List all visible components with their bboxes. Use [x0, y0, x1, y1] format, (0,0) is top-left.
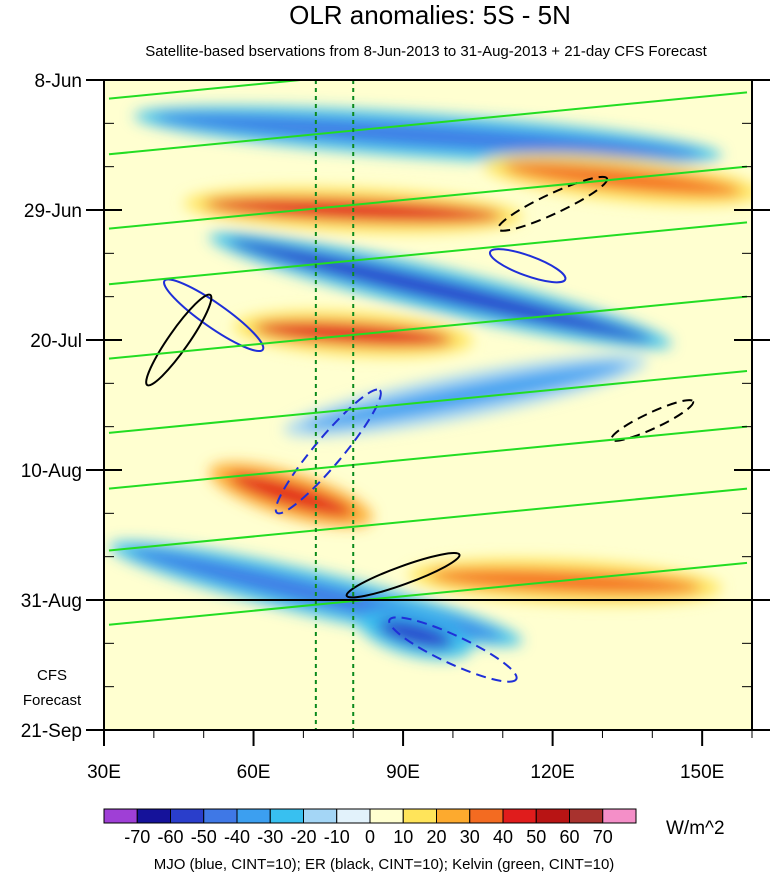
y-tick-label-5: 21-Sep — [21, 721, 82, 742]
colorbar-label-3: -40 — [224, 827, 250, 847]
cfs-forecast-label-2: Forecast — [23, 692, 82, 709]
x-tick-label-0: 30E — [87, 762, 121, 783]
kelvin-contour-0 — [108, 80, 311, 100]
colorbar-label-12: 50 — [526, 827, 546, 847]
kelvin-contour-4 — [108, 295, 748, 360]
er-contour-2 — [345, 552, 461, 599]
colorbar-swatch-8 — [369, 808, 404, 824]
contours-mjo — [163, 248, 567, 683]
er-contour-0 — [145, 293, 213, 387]
mjo-contour-3 — [388, 616, 518, 683]
kelvin-contour-1 — [108, 91, 748, 156]
colorbar-label-6: -10 — [324, 827, 350, 847]
colorbar-label-11: 40 — [493, 827, 513, 847]
colorbar-swatch-15 — [602, 808, 637, 824]
contours-er — [145, 175, 695, 599]
colorbar-swatch-1 — [136, 808, 171, 824]
plot-frame — [103, 79, 753, 731]
x-tick-label-4: 150E — [680, 762, 724, 783]
kelvin-contour-8 — [108, 561, 748, 626]
x-tick-label-2: 90E — [386, 762, 420, 783]
mjo-contour-0 — [163, 278, 265, 353]
mjo-contour-1 — [274, 388, 382, 515]
colorbar-swatch-9 — [402, 808, 437, 824]
anomaly-core-0 — [153, 114, 703, 158]
anomaly-core-9 — [378, 619, 454, 649]
colorbar-label-0: -70 — [124, 827, 150, 847]
colorbar-label-8: 10 — [393, 827, 413, 847]
colorbar-swatch-10 — [436, 808, 471, 824]
colorbar-label-5: -20 — [290, 827, 316, 847]
colorbar-swatch-13 — [535, 808, 570, 824]
colorbar-label-2: -50 — [191, 827, 217, 847]
mjo-contour-2 — [488, 248, 567, 284]
colorbar: -70 -60 -50 -40 -30 -20 -10 0 10 20 30 40 50 60 70 — [103, 808, 637, 847]
colorbar-swatch-2 — [170, 808, 205, 824]
colorbar-swatch-12 — [502, 808, 537, 824]
y-tick-label-3: 10-Aug — [21, 461, 82, 482]
anomaly-core-6 — [228, 473, 354, 517]
er-contour-3 — [610, 399, 695, 442]
colorbar-swatch-14 — [569, 808, 604, 824]
chart-title: OLR anomalies: 5S - 5N — [289, 0, 571, 30]
colorbar-swatch-6 — [303, 808, 338, 824]
x-tick-label-3: 120E — [530, 762, 574, 783]
y-tick-label-2: 20-Jul — [30, 331, 82, 352]
colorbar-label-14: 70 — [593, 827, 613, 847]
contour-footnote: MJO (blue, CINT=10); ER (black, CINT=10)… — [154, 856, 615, 873]
colorbar-label-7: 0 — [365, 827, 375, 847]
er-contour-1 — [497, 175, 609, 232]
colorbar-label-1: -60 — [157, 827, 183, 847]
x-tick-label-1: 60E — [237, 762, 271, 783]
colorbar-swatch-5 — [269, 808, 304, 824]
kelvin-contour-2 — [108, 165, 748, 230]
y-tick-label-0: 8-Jun — [34, 71, 82, 92]
contours-kelvin — [108, 80, 748, 626]
colorbar-units: W/m^2 — [666, 818, 725, 839]
colorbar-swatch-7 — [336, 808, 371, 824]
colorbar-swatch-3 — [203, 808, 238, 824]
y-tick-label-1: 29-Jun — [24, 201, 82, 222]
cfs-forecast-label-1: CFS — [37, 667, 67, 684]
kelvin-contour-6 — [108, 425, 748, 490]
kelvin-contour-5 — [108, 369, 748, 434]
colorbar-label-10: 30 — [460, 827, 480, 847]
anomaly-core-5 — [303, 362, 628, 429]
wave-filter-contours — [108, 80, 748, 683]
colorbar-label-13: 60 — [559, 827, 579, 847]
colorbar-swatch-0 — [103, 808, 138, 824]
colorbar-label-4: -30 — [257, 827, 283, 847]
y-tick-label-4: 31-Aug — [21, 591, 82, 612]
colorbar-swatch-11 — [469, 808, 504, 824]
kelvin-contour-3 — [108, 221, 748, 286]
colorbar-swatch-4 — [236, 808, 271, 824]
kelvin-contour-7 — [108, 487, 748, 552]
chart-subtitle: Satellite-based bservations from 8-Jun-2… — [145, 43, 707, 60]
colorbar-label-9: 20 — [426, 827, 446, 847]
